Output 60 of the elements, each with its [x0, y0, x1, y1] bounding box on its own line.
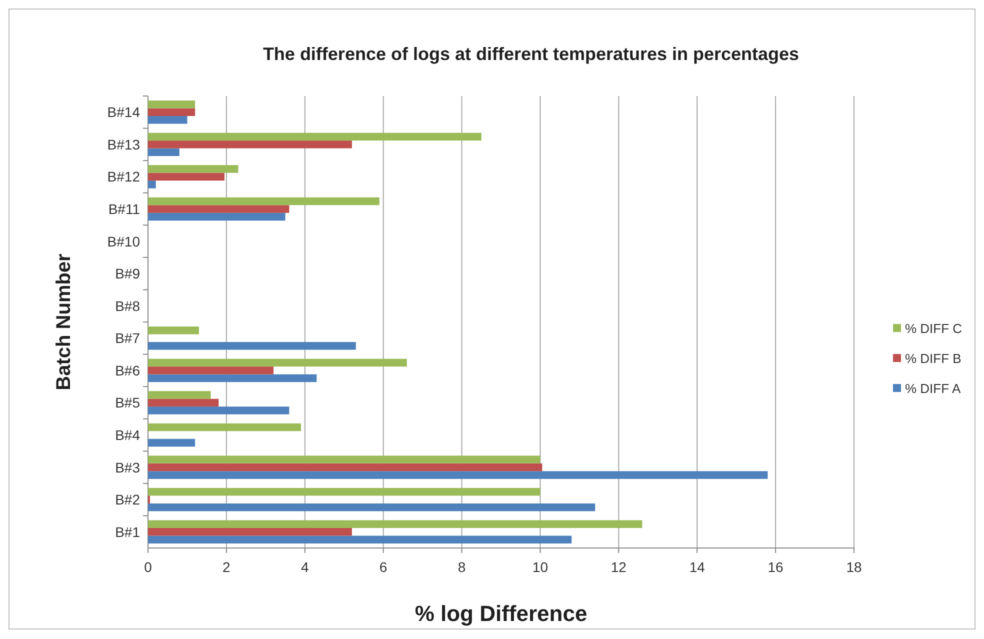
y-tick-label: B#12: [107, 168, 140, 185]
y-tick-label: B#6: [115, 362, 140, 378]
y-axis-title: Batch Number: [53, 253, 75, 390]
bar: [148, 172, 224, 181]
x-tick-label: 18: [846, 559, 862, 575]
bar: [148, 100, 196, 108]
bar: [148, 326, 199, 334]
bar: [148, 471, 768, 479]
bar: [148, 423, 301, 432]
bar: [148, 212, 286, 221]
y-tick-label: B#10: [107, 233, 140, 250]
x-axis-title: % log Difference: [414, 601, 588, 626]
y-tick-label: B#3: [115, 459, 140, 476]
bar: [148, 197, 380, 206]
bar: [148, 463, 542, 472]
y-tick-label: B#2: [115, 492, 140, 508]
bar: [148, 148, 180, 156]
bar: [148, 456, 540, 464]
y-tick-label: B#5: [115, 394, 140, 411]
y-tick-label: B#14: [107, 104, 140, 120]
bar: [148, 108, 196, 116]
y-tick-label: B#1: [115, 524, 140, 540]
bar: [148, 406, 290, 414]
y-tick-label: B#8: [115, 298, 140, 314]
y-tick-label: B#13: [107, 136, 140, 152]
legend-label: % DIFF C: [905, 321, 962, 336]
x-tick-label: 0: [144, 559, 152, 575]
bar: [148, 358, 407, 367]
bar: [148, 165, 238, 173]
bar: [148, 180, 156, 188]
x-tick-label: 12: [610, 559, 627, 575]
bar: [148, 116, 188, 124]
bar: [148, 374, 317, 382]
y-tick-label: B#7: [115, 330, 140, 346]
bar: [148, 132, 482, 141]
bar: [148, 503, 596, 512]
bar: [148, 342, 356, 350]
legend-label: % DIFF B: [905, 351, 962, 366]
y-tick-label: B#9: [115, 266, 140, 282]
legend-label: % DIFF A: [905, 381, 961, 396]
bar: [148, 488, 540, 496]
bar: [148, 140, 352, 148]
x-tick-label: 14: [689, 559, 706, 575]
y-tick-label: B#4: [115, 427, 140, 443]
bar: [148, 520, 642, 528]
bar: [148, 536, 572, 544]
bar: [148, 205, 290, 213]
x-tick-label: 16: [768, 559, 784, 575]
x-tick-label: 10: [532, 559, 548, 575]
bar: [148, 528, 352, 536]
x-tick-label: 2: [222, 559, 231, 575]
bar: [148, 366, 274, 374]
x-tick-label: 8: [458, 559, 466, 575]
bar: [148, 398, 219, 407]
y-tick-label: B#11: [108, 201, 140, 217]
x-tick-label: 6: [379, 559, 388, 575]
bar: [148, 391, 211, 399]
x-tick-label: 4: [300, 559, 309, 575]
bar: [148, 438, 196, 447]
chart-title: The difference of logs at different temperatures in percentages: [262, 44, 800, 64]
